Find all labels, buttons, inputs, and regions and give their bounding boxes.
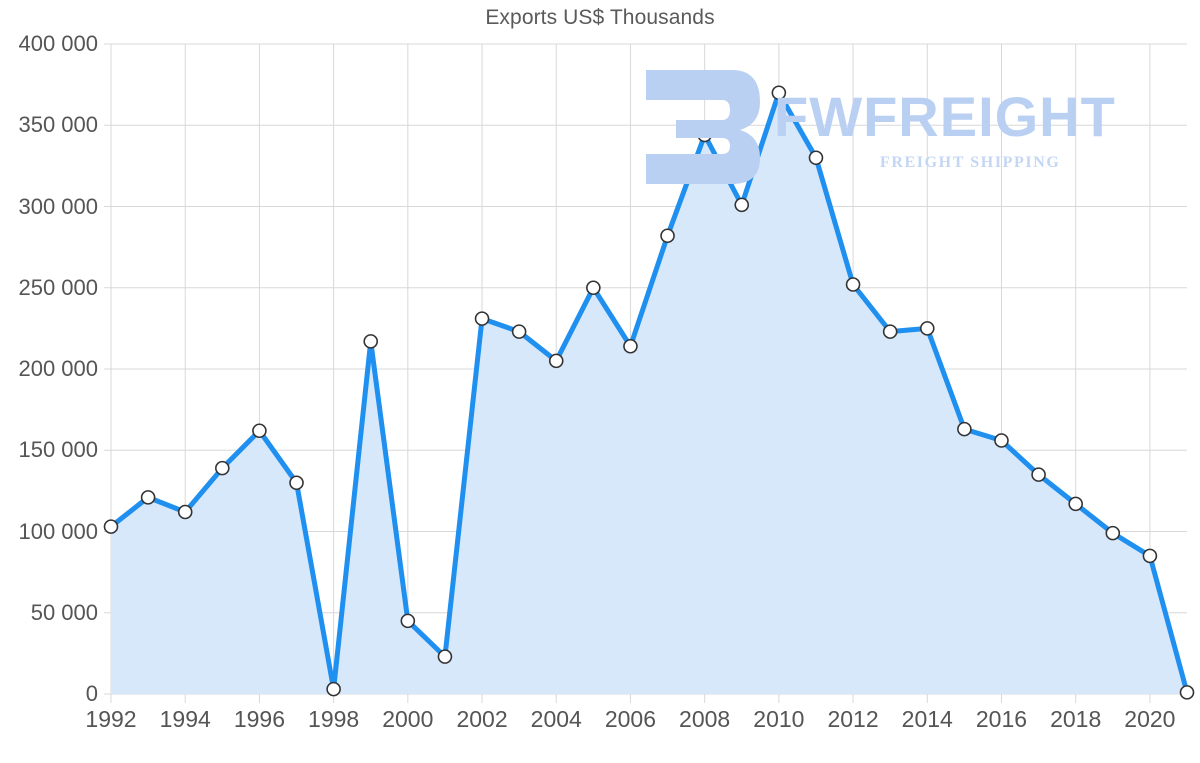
data-point-marker [882, 324, 898, 339]
x-tick-label: 2010 [753, 706, 805, 732]
data-point-marker [177, 504, 193, 520]
x-tick-label: 2014 [901, 706, 953, 732]
data-point-marker [437, 649, 453, 664]
y-tick-label: 200 000 [18, 356, 98, 381]
data-point-marker [326, 681, 341, 697]
x-tick-label: 2016 [975, 706, 1028, 732]
x-tick-label: 1998 [308, 706, 360, 732]
x-tick-label: 1996 [233, 706, 285, 732]
data-point-marker [474, 311, 490, 326]
data-point-marker [1105, 525, 1121, 541]
x-tick-label: 1992 [85, 706, 137, 732]
data-point-marker [734, 197, 750, 213]
data-point-marker [140, 490, 156, 505]
data-point-marker [697, 127, 712, 143]
y-tick-label: 0 [85, 681, 98, 706]
y-axis-tick-labels: 400 000 350 000 300 000 250 000 200 000 150 0… [0, 0, 98, 763]
y-tick-label: 300 000 [18, 193, 98, 219]
y-tick-label: 250 000 [18, 274, 98, 300]
x-tick-label: 2008 [679, 706, 731, 732]
data-point-marker [103, 519, 119, 534]
x-tick-label: 2012 [827, 706, 879, 732]
y-tick-label: 50 000 [30, 599, 98, 625]
data-point-marker [808, 150, 824, 166]
data-point-marker [1142, 548, 1158, 564]
data-point-marker [400, 613, 416, 629]
chart-title: Exports US$ Thousands [485, 6, 715, 29]
data-point-marker [363, 334, 379, 349]
data-point-marker [1031, 467, 1046, 482]
data-point-marker [919, 321, 935, 336]
data-point-marker [845, 277, 861, 292]
data-point-marker [548, 353, 564, 369]
data-point-marker [215, 460, 230, 476]
data-point-marker [623, 338, 638, 354]
data-point-marker [660, 228, 675, 244]
y-tick-label: 150 000 [18, 437, 98, 463]
data-point-marker [957, 421, 972, 437]
data-point-marker [994, 433, 1009, 448]
data-point-marker [586, 280, 601, 296]
y-tick-label: 350 000 [18, 112, 98, 138]
data-point-marker [1068, 496, 1083, 512]
x-tick-label: 2002 [456, 706, 508, 732]
area-fill [111, 92, 1187, 694]
x-tick-label: 2020 [1124, 706, 1176, 732]
x-tick-label: 2000 [382, 706, 434, 732]
x-tick-label: 2004 [530, 706, 582, 732]
x-tick-label: 2018 [1050, 706, 1102, 732]
y-tick-label: 400 000 [18, 31, 98, 56]
data-point-marker [1179, 685, 1195, 700]
data-point-markers [103, 85, 1195, 700]
data-point-marker [771, 85, 787, 101]
x-tick-label: 2006 [604, 706, 657, 732]
data-point-marker [252, 423, 267, 439]
x-tick-label: 1994 [159, 706, 211, 732]
series-line [108, 90, 1190, 695]
y-tick-label: 100 000 [18, 518, 98, 544]
data-point-marker [511, 324, 527, 339]
data-point-marker [289, 475, 304, 491]
